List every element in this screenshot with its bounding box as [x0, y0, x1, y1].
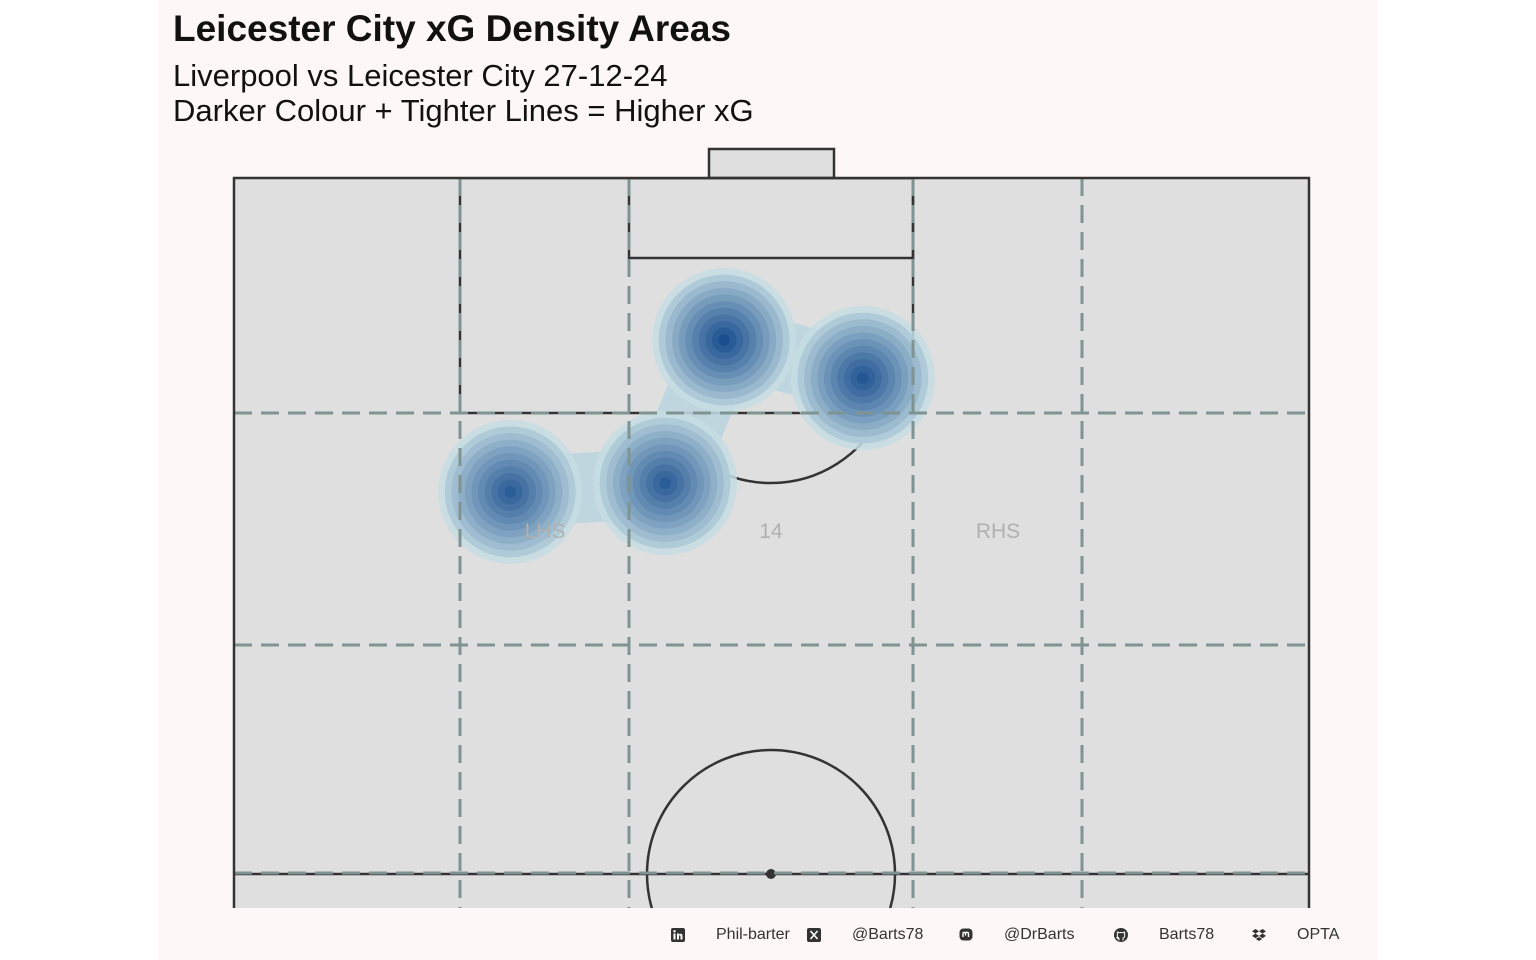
chart-title: Leicester City xG Density Areas: [173, 8, 731, 49]
mastodon-icon[interactable]: [958, 927, 974, 943]
dropbox-icon: [1252, 929, 1266, 941]
zone-label-rhs: RHS: [976, 520, 1020, 543]
github-handle[interactable]: Barts78: [1159, 926, 1215, 943]
zone-label-14: 14: [759, 520, 783, 543]
density-peak-4: [438, 419, 583, 564]
density-peak-3: [593, 411, 738, 556]
density-peak-2: [652, 268, 797, 413]
github-icon[interactable]: [1113, 927, 1129, 943]
density-contour: [659, 477, 671, 489]
centre-spot: [766, 869, 776, 879]
density-contour: [718, 334, 730, 346]
density-contour: [504, 486, 517, 498]
xg-density-layer: [438, 268, 935, 564]
density-contour: [857, 372, 869, 384]
chart-caption: Darker Colour + Tighter Lines = Higher x…: [173, 93, 754, 128]
mastodon-handle[interactable]: @DrBarts: [1004, 926, 1075, 943]
goal: [707, 147, 836, 180]
x-icon[interactable]: [806, 927, 822, 943]
linkedin-icon[interactable]: [670, 927, 686, 943]
zone-grid: [234, 178, 1309, 908]
data-source: OPTA: [1297, 926, 1340, 943]
linkedin-handle[interactable]: Phil-barter: [716, 926, 790, 943]
x-handle[interactable]: @Barts78: [852, 926, 924, 943]
zone-label-lhs: LHS: [525, 520, 566, 543]
pitch-outline: [232, 176, 1311, 908]
chart-subtitle: Liverpool vs Leicester City 27-12-24: [173, 58, 668, 93]
